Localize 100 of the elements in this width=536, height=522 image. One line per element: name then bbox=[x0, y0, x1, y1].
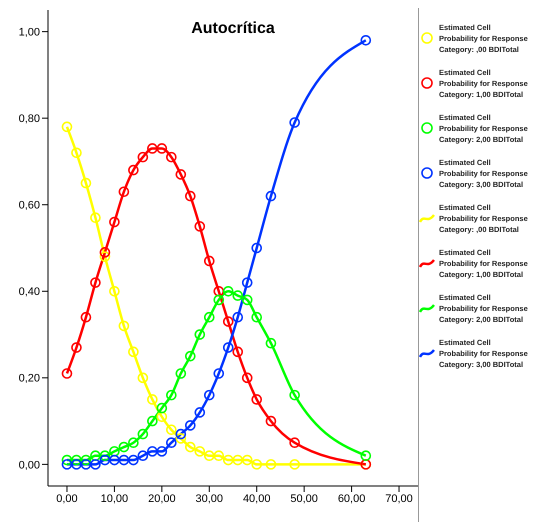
point bbox=[128, 437, 139, 448]
point bbox=[251, 242, 262, 254]
point bbox=[118, 186, 130, 198]
point bbox=[232, 290, 244, 301]
point bbox=[176, 428, 186, 440]
x-tick-label: 30,00 bbox=[196, 492, 224, 505]
point bbox=[80, 178, 92, 188]
point bbox=[194, 329, 206, 340]
point bbox=[222, 454, 234, 466]
point bbox=[118, 442, 130, 452]
point bbox=[90, 450, 101, 462]
y-tick-label: 0,40 bbox=[18, 286, 40, 298]
point bbox=[118, 454, 130, 466]
point bbox=[242, 294, 253, 306]
point bbox=[147, 394, 158, 405]
point bbox=[176, 368, 186, 379]
point bbox=[109, 286, 120, 297]
point bbox=[176, 433, 186, 444]
point bbox=[289, 437, 300, 448]
point bbox=[194, 407, 206, 418]
x-tick-label: 20,00 bbox=[148, 492, 176, 505]
point bbox=[100, 450, 110, 462]
point bbox=[185, 442, 196, 452]
point bbox=[138, 152, 148, 162]
point bbox=[62, 122, 72, 132]
point bbox=[360, 34, 372, 46]
point bbox=[100, 454, 110, 466]
point bbox=[266, 338, 276, 348]
point bbox=[128, 164, 139, 176]
y-tick-label: 1,00 bbox=[18, 26, 40, 39]
y-tick-label: 0,00 bbox=[18, 459, 40, 472]
point bbox=[138, 428, 148, 440]
point bbox=[109, 454, 120, 466]
point bbox=[62, 454, 72, 466]
point bbox=[90, 459, 101, 470]
point bbox=[147, 416, 158, 426]
point bbox=[118, 320, 130, 332]
point bbox=[232, 454, 244, 466]
point bbox=[166, 152, 177, 162]
x-tick-label: 40,00 bbox=[242, 492, 270, 505]
point bbox=[232, 312, 244, 323]
point bbox=[194, 221, 206, 232]
point bbox=[204, 450, 215, 462]
point bbox=[109, 216, 120, 228]
point bbox=[194, 446, 206, 457]
point bbox=[251, 312, 262, 323]
point bbox=[213, 368, 224, 379]
point bbox=[156, 402, 168, 414]
point bbox=[166, 390, 177, 400]
point bbox=[100, 247, 110, 258]
point bbox=[80, 454, 92, 466]
point bbox=[147, 143, 158, 154]
x-tick-label: 70,00 bbox=[385, 492, 413, 505]
point bbox=[185, 420, 196, 431]
point bbox=[204, 256, 215, 266]
point bbox=[62, 368, 72, 379]
point bbox=[109, 446, 120, 457]
point bbox=[266, 459, 276, 470]
point bbox=[90, 277, 101, 288]
point bbox=[242, 454, 253, 466]
point bbox=[242, 277, 253, 288]
point bbox=[176, 169, 186, 180]
point bbox=[128, 346, 139, 358]
point bbox=[166, 437, 177, 448]
point bbox=[80, 312, 92, 323]
text: Autocrítica bbox=[190, 20, 276, 38]
y-tick-label: 0,20 bbox=[18, 372, 40, 385]
point bbox=[266, 416, 276, 426]
point bbox=[289, 117, 300, 128]
point bbox=[222, 316, 234, 327]
point bbox=[71, 342, 82, 353]
point bbox=[222, 342, 234, 353]
point bbox=[128, 454, 139, 466]
point bbox=[251, 459, 262, 470]
point bbox=[147, 446, 158, 457]
point bbox=[204, 312, 215, 323]
point bbox=[138, 450, 148, 462]
point bbox=[242, 372, 253, 384]
x-tick-label: 0,00 bbox=[56, 492, 78, 505]
point bbox=[90, 212, 101, 224]
point bbox=[360, 450, 372, 462]
y-tick-label: 0,80 bbox=[18, 113, 40, 126]
point bbox=[289, 390, 300, 400]
point bbox=[213, 450, 224, 462]
point bbox=[232, 346, 244, 358]
point bbox=[204, 390, 215, 400]
point bbox=[100, 251, 110, 262]
x-tick-label: 50,00 bbox=[290, 492, 318, 505]
point bbox=[166, 424, 177, 436]
point bbox=[71, 459, 82, 470]
x-tick-label: 10,00 bbox=[100, 492, 128, 505]
point bbox=[80, 459, 92, 470]
point bbox=[222, 286, 234, 297]
point bbox=[71, 454, 82, 466]
point bbox=[185, 350, 196, 362]
point bbox=[71, 148, 82, 158]
point bbox=[213, 294, 224, 306]
point bbox=[213, 286, 224, 297]
y-tick-label: 0,60 bbox=[18, 200, 40, 212]
point bbox=[251, 394, 262, 405]
